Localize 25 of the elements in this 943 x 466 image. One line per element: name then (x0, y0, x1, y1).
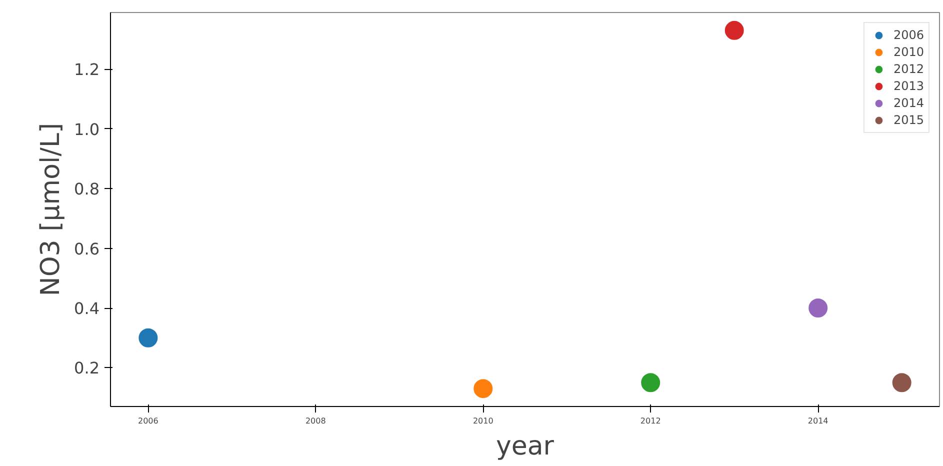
y-tick-label: 0.6 (74, 239, 100, 258)
x-tick-label: 2014 (808, 416, 828, 426)
y-axis-title: NO3 [µmol/L] (36, 122, 66, 296)
x-tick-label: 2012 (640, 416, 661, 426)
y-tick-label: 0.8 (74, 180, 100, 199)
x-tick-label: 2008 (305, 416, 326, 426)
legend-label: 2014 (893, 96, 924, 110)
legend-label: 2006 (893, 28, 924, 42)
point (808, 298, 828, 318)
legend-label: 2013 (893, 79, 924, 93)
x-tick-label: 2006 (138, 416, 158, 426)
point (474, 379, 493, 398)
y-tick-label: 0.4 (74, 299, 100, 318)
y-tick-label: 0.2 (74, 358, 100, 378)
point (138, 328, 158, 348)
y-tick-label: 1.2 (74, 60, 100, 80)
legend-label: 2010 (893, 45, 924, 59)
legend-label: 2012 (893, 62, 924, 76)
point (892, 373, 912, 392)
x-axis-title: year (496, 432, 554, 462)
legend-label: 2015 (893, 113, 924, 127)
x-tick-label: 2010 (472, 416, 494, 426)
y-tick-label: 1.0 (74, 120, 100, 139)
point (724, 20, 744, 40)
point (641, 373, 660, 392)
